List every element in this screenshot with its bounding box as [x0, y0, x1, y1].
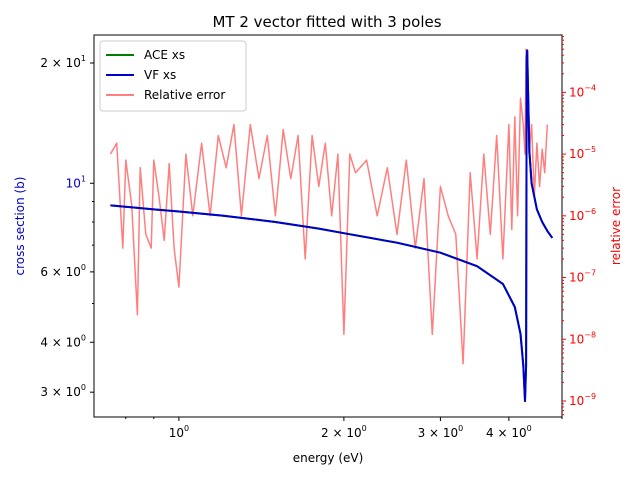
- legend: ACE xs VF xs Relative error: [99, 40, 247, 112]
- y-axis-right-label: relative error: [609, 187, 623, 265]
- legend-label: Relative error: [144, 88, 225, 102]
- chart-title: MT 2 vector fitted with 3 poles: [212, 13, 441, 31]
- y-axis-left-label: cross section (b): [13, 177, 27, 276]
- y-left-tick-label: 6 × 100: [40, 263, 86, 279]
- y-right-tick-label: 10−7: [569, 269, 596, 285]
- y-right-tick-label: 10−8: [569, 330, 596, 346]
- y-left-tick-label: 3 × 100: [40, 383, 86, 399]
- y-right-tick-label: 10−5: [569, 145, 596, 161]
- x-tick-label: 2 × 100: [321, 424, 367, 440]
- x-tick-label: 4 × 100: [486, 424, 532, 440]
- x-tick-label: 3 × 100: [418, 424, 464, 440]
- x-tick-label: 100: [169, 424, 189, 440]
- legend-box: [99, 40, 247, 112]
- plot-area: [93, 34, 563, 418]
- y-left-tick-label: 4 × 100: [40, 333, 86, 349]
- series-line-vf-xs: [110, 49, 554, 403]
- y-left-tick-label: 2 × 101: [40, 54, 86, 70]
- series-layer: [109, 48, 554, 403]
- y-axis-left: 3 × 100 4 × 100 6 × 100 101 2 × 101: [40, 54, 94, 399]
- y-right-tick-label: 10−9: [569, 392, 596, 408]
- y-left-tick-label: 101: [66, 174, 86, 190]
- series-line-relative-error: [109, 48, 549, 365]
- legend-label: VF xs: [144, 68, 176, 82]
- y-axis-right: 10−9 10−8 10−7 10−6 10−5 10−4: [562, 36, 596, 416]
- y-right-tick-label: 10−6: [569, 207, 596, 223]
- y-right-tick-label: 10−4: [569, 83, 596, 99]
- legend-label: ACE xs: [144, 48, 185, 62]
- x-axis-label: energy (eV): [293, 451, 364, 465]
- plot-frame: [93, 34, 563, 418]
- x-axis: 100 2 × 100 3 × 100 4 × 100: [125, 417, 563, 440]
